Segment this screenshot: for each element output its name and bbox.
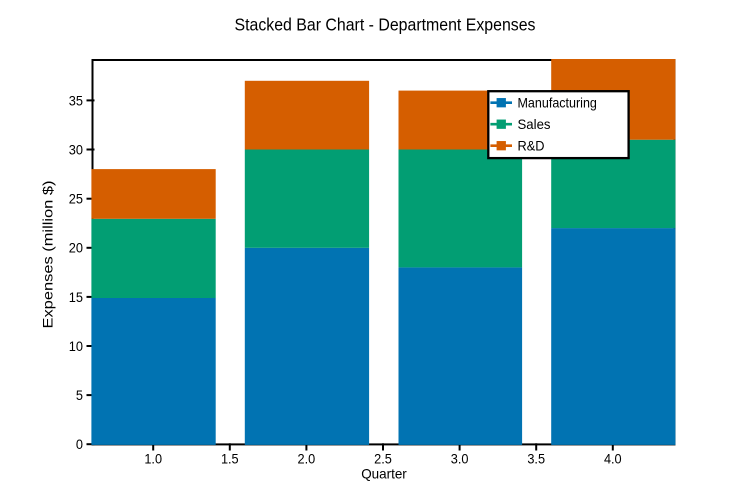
svg-text:1.5: 1.5 — [221, 451, 239, 467]
svg-text:5: 5 — [76, 387, 83, 403]
svg-text:25: 25 — [69, 191, 83, 207]
svg-text:3.0: 3.0 — [451, 451, 469, 467]
svg-text:35: 35 — [69, 92, 83, 108]
svg-text:15: 15 — [69, 289, 83, 305]
svg-text:2.0: 2.0 — [298, 451, 316, 467]
svg-text:R&D: R&D — [518, 137, 545, 153]
svg-text:0: 0 — [76, 436, 83, 452]
svg-text:4.0: 4.0 — [604, 451, 622, 467]
svg-text:3.5: 3.5 — [527, 451, 545, 467]
svg-text:30: 30 — [69, 141, 83, 157]
svg-text:Manufacturing: Manufacturing — [518, 94, 597, 110]
svg-text:10: 10 — [69, 338, 83, 354]
svg-text:Sales: Sales — [518, 116, 551, 132]
svg-text:Stacked Bar Chart - Department: Stacked Bar Chart - Department Expenses — [235, 14, 536, 34]
svg-text:2.5: 2.5 — [374, 451, 392, 467]
svg-text:Expenses (million $): Expenses (million $) — [39, 181, 55, 329]
svg-text:1.0: 1.0 — [144, 451, 162, 467]
svg-text:Quarter: Quarter — [361, 466, 407, 482]
svg-text:20: 20 — [69, 240, 83, 256]
